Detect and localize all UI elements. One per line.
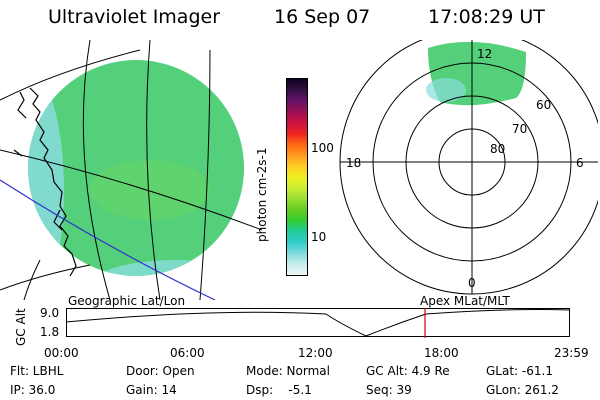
time-tick-0600: 06:00 — [170, 346, 205, 360]
time-label: 17:08:29 UT — [428, 6, 545, 28]
info-seq: Seq: 39 — [366, 383, 412, 397]
info-mode: Mode: Normal — [246, 364, 330, 378]
mlt-label-12: 12 — [477, 47, 493, 61]
mlat-label-60: 60 — [536, 98, 552, 112]
altitude-y-bottom: 1.8 — [40, 325, 60, 339]
info-gain: Gain: 14 — [126, 383, 177, 397]
colorbar-unit-label: photon cm-2s-1 — [255, 147, 269, 243]
polar-low-emission — [426, 78, 466, 102]
altitude-y-top: 9.0 — [40, 306, 60, 320]
polar-panel-label: Apex MLat/MLT — [420, 294, 510, 308]
coastline-icon — [13, 87, 77, 277]
geo-bright-band — [90, 160, 210, 220]
mlat-label-70: 70 — [512, 122, 528, 136]
geo-panel-label: Geographic Lat/Lon — [68, 294, 186, 308]
polar-panel — [339, 40, 598, 295]
info-flt: Flt: LBHL — [10, 364, 64, 378]
mlat-label-80: 80 — [490, 142, 506, 156]
info-dsp: Dsp: -5.1 — [246, 383, 312, 397]
colorbar-tick-100: 100 — [311, 141, 334, 155]
info-glon: GLon: 261.2 — [486, 383, 559, 397]
info-ip: IP: 36.0 — [10, 383, 56, 397]
color-bar-gradient — [287, 79, 307, 275]
info-glat: GLat: -61.1 — [486, 364, 553, 378]
date-label: 16 Sep 07 — [274, 6, 371, 28]
time-tick-0000: 00:00 — [44, 346, 79, 360]
altitude-ylabel: GC Alt — [14, 308, 28, 346]
satellite-track — [0, 179, 216, 300]
mlt-label-18: 18 — [346, 156, 362, 170]
time-tick-1200: 12:00 — [298, 346, 333, 360]
altitude-curve — [66, 309, 571, 337]
color-bar — [286, 78, 308, 276]
geographic-image-panel — [0, 40, 262, 300]
instrument-title: Ultraviolet Imager — [48, 6, 221, 28]
mlt-label-0: 0 — [468, 276, 476, 290]
geo-grid — [0, 40, 262, 300]
time-tick-1800: 18:00 — [424, 346, 459, 360]
altitude-plot — [66, 308, 571, 338]
info-door: Door: Open — [126, 364, 195, 378]
colorbar-tick-10: 10 — [311, 230, 327, 244]
mlt-label-6: 6 — [576, 156, 584, 170]
info-gcalt: GC Alt: 4.9 Re — [366, 364, 450, 378]
time-tick-2359: 23:59 — [554, 346, 589, 360]
